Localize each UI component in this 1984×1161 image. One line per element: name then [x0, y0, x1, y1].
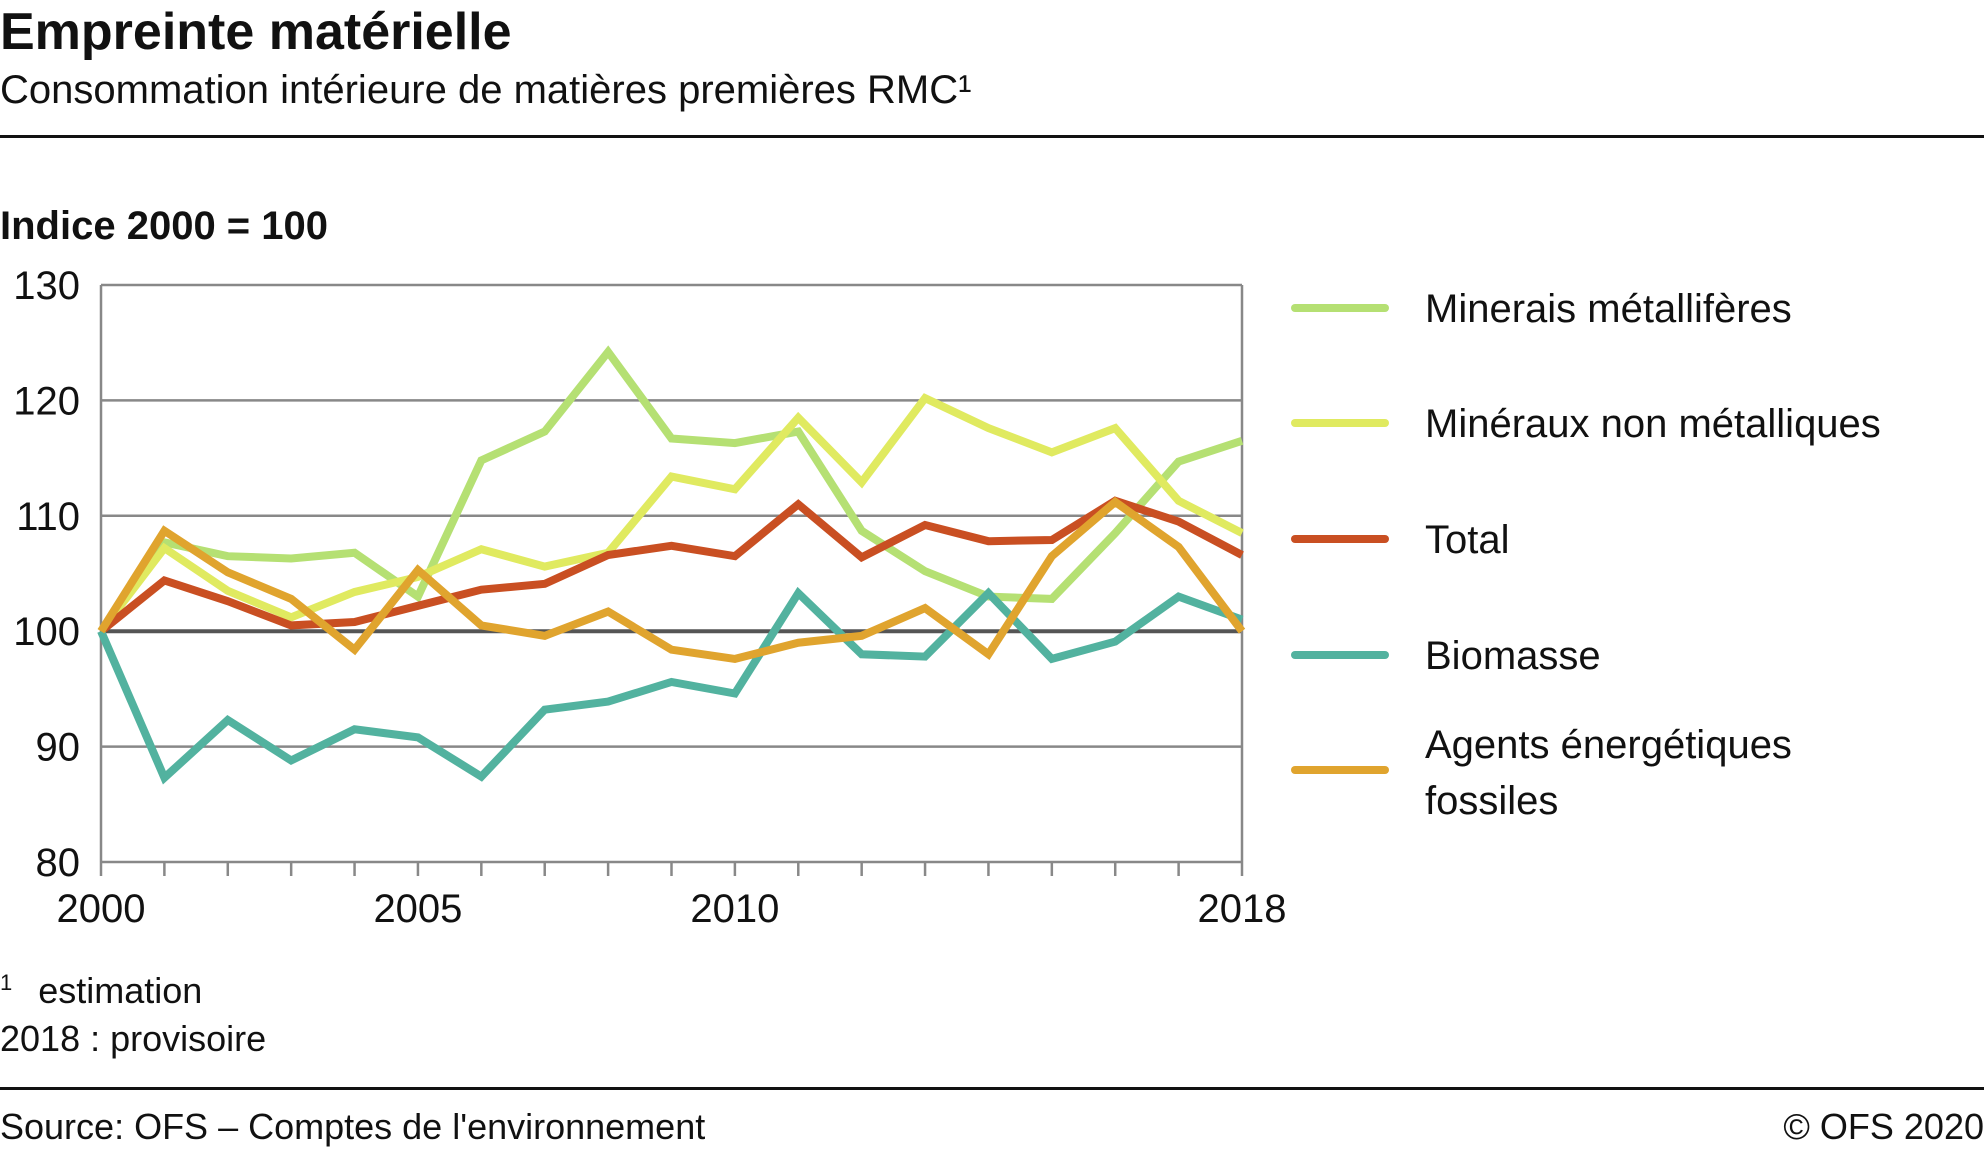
y-tick-label: 130 [13, 264, 80, 308]
y-tick-label: 110 [16, 495, 80, 539]
source-text: Source: OFS – Comptes de l'environnement [0, 1106, 706, 1147]
y-tick-label: 120 [13, 379, 80, 423]
legend-label: Minéraux non métalliques [1425, 402, 1881, 446]
series-line-agents-nerg-tiques-fossiles [97, 496, 1246, 663]
x-tick-label: 2010 [690, 887, 779, 931]
footnote-mark: 1 [0, 970, 13, 995]
x-tick-label: 2005 [373, 887, 462, 931]
legend-label: fossiles [1425, 779, 1558, 823]
legend-label: Agents énergétiques [1425, 723, 1792, 767]
y-tick-label: 80 [36, 841, 81, 885]
series-line-total [98, 496, 1244, 635]
series-line-minerais-m-tallif-res [97, 345, 1244, 634]
chart-subtitle: Consommation intérieure de matières prem… [0, 68, 972, 112]
y-tick-label: 100 [13, 610, 80, 654]
legend-label: Biomasse [1425, 634, 1601, 678]
y-axis-label: Indice 2000 = 100 [0, 204, 329, 248]
copyright-text: © OFS 2020 [1783, 1106, 1984, 1147]
series-line-biomasse [97, 586, 1244, 785]
x-tick-label: 2018 [1198, 887, 1287, 931]
footnote-text: estimation [38, 970, 203, 1011]
footer-divider [0, 1087, 1984, 1090]
footnote: 1 estimation [0, 970, 202, 1012]
series-line-min-raux-non-m-talliques [97, 393, 1244, 634]
header-divider [0, 135, 1984, 138]
chart-title: Empreinte matérielle [0, 3, 512, 61]
provisional-note: 2018 : provisoire [0, 1018, 267, 1059]
legend-label: Total [1425, 518, 1510, 562]
x-tick-label: 2000 [57, 887, 146, 931]
y-tick-label: 90 [36, 726, 81, 770]
legend-label: Minerais métallifères [1425, 287, 1792, 331]
